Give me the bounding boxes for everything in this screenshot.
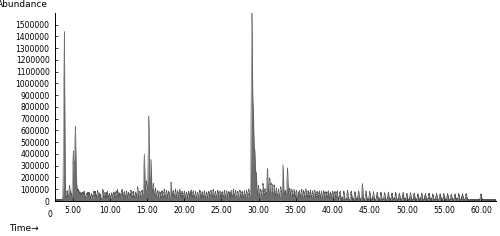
X-axis label: Time→: Time→ <box>9 224 38 233</box>
Y-axis label: Abundance: Abundance <box>0 0 48 9</box>
Text: 0: 0 <box>48 211 52 219</box>
